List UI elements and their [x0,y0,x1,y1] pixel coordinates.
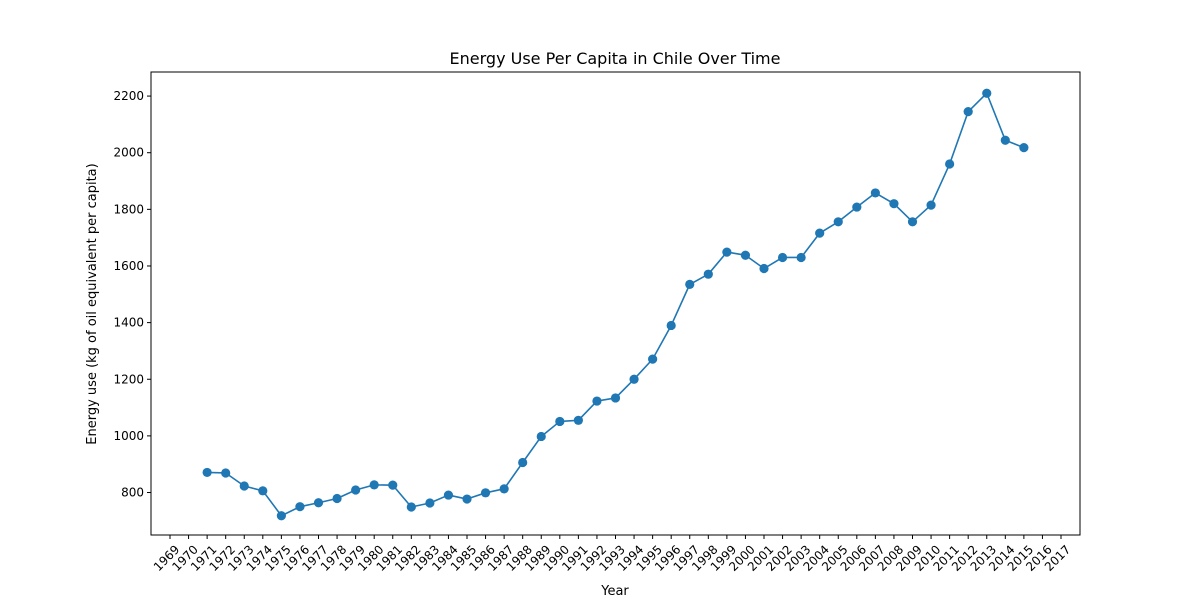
data-point [592,396,602,406]
data-point [666,320,676,331]
plot-frame [150,71,1081,536]
y-tick-label: 1400 [113,316,144,330]
y-axis-ticks: 800 1000 1200 1400 1600 1800 2000 2200 [113,89,151,500]
data-point [239,481,249,491]
y-tick-label: 1200 [113,372,144,386]
x-axis-title: Year [600,584,629,599]
data-point [796,252,806,263]
data-point [555,416,565,427]
data-point [648,354,658,364]
data-point [722,247,732,257]
data-point [388,480,398,490]
data-point [1000,135,1010,145]
data-point [518,457,528,468]
y-axis-title: Energy use (kg of oil equivalent per cap… [85,163,100,444]
data-point [926,200,936,210]
data-point [499,484,509,494]
data-point [276,511,286,521]
data-point [536,431,546,442]
data-point [963,107,973,117]
data-point [777,252,788,263]
y-tick-label: 2000 [113,146,144,160]
series-layer [202,88,1029,521]
data-point [258,486,268,496]
y-tick-label: 1800 [113,202,144,216]
data-point [406,502,416,512]
data-point [462,494,472,504]
data-point [610,393,621,403]
data-point [443,490,454,500]
data-point [870,188,880,198]
data-point [369,480,379,490]
data-point [629,374,639,384]
data-point [852,202,862,212]
data-point [351,485,361,495]
data-point [740,250,751,260]
data-point [833,217,843,227]
data-point [295,502,305,512]
data-point [703,269,713,279]
data-point [425,498,435,508]
y-tick-label: 1000 [113,429,144,443]
y-tick-label: 800 [121,486,144,500]
data-point [945,159,955,169]
data-point [759,263,769,274]
data-point [221,468,231,478]
data-point [685,279,695,289]
data-point [907,217,918,227]
data-point [982,88,992,98]
data-point [313,498,324,508]
data-point [332,493,342,504]
y-tick-label: 2200 [113,89,144,103]
y-tick-label: 1600 [113,259,144,273]
data-point [573,415,583,425]
data-point [202,467,212,478]
chart-title: Energy Use Per Capita in Chile Over Time [450,49,781,68]
data-point [1019,143,1029,153]
data-point [480,488,491,498]
data-point [815,228,825,238]
data-point [889,199,899,209]
